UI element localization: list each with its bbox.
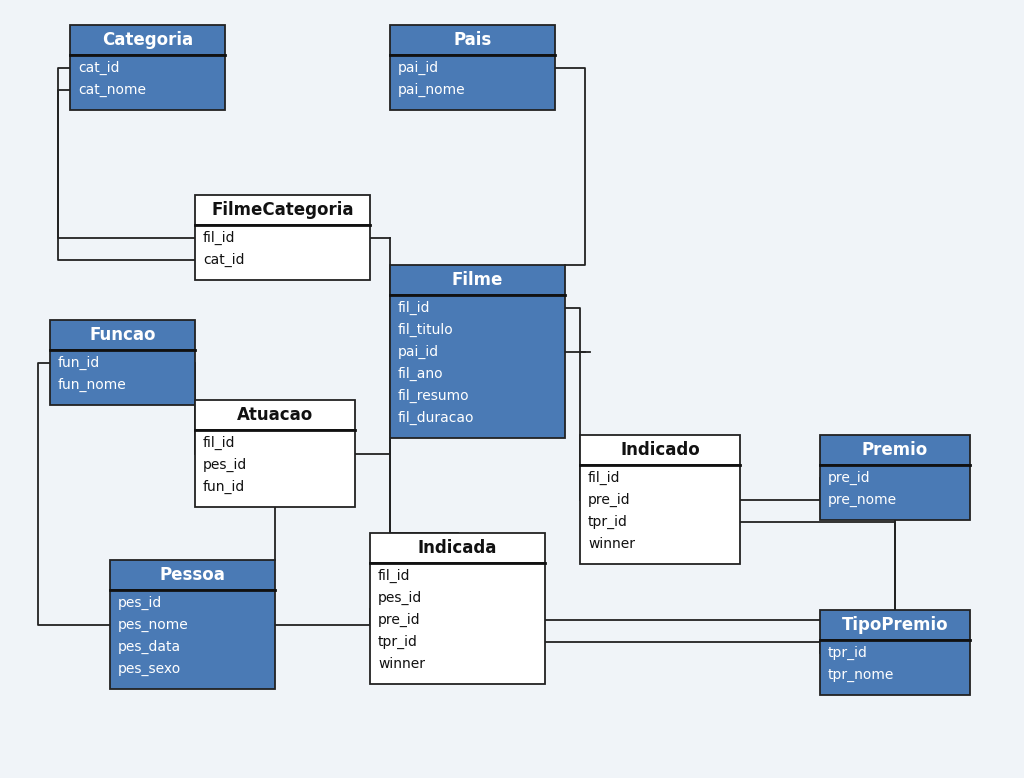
Text: pai_id: pai_id xyxy=(398,61,439,75)
Text: Filme: Filme xyxy=(452,271,503,289)
Text: fil_id: fil_id xyxy=(378,569,411,584)
FancyBboxPatch shape xyxy=(820,465,970,520)
Text: fil_id: fil_id xyxy=(588,471,621,485)
Text: fun_nome: fun_nome xyxy=(58,378,127,392)
FancyBboxPatch shape xyxy=(820,435,970,465)
FancyBboxPatch shape xyxy=(820,640,970,695)
Text: fil_titulo: fil_titulo xyxy=(398,323,454,338)
FancyBboxPatch shape xyxy=(390,55,555,110)
Text: cat_nome: cat_nome xyxy=(78,83,146,97)
FancyBboxPatch shape xyxy=(370,563,545,684)
Text: pes_nome: pes_nome xyxy=(118,619,188,633)
FancyBboxPatch shape xyxy=(580,465,740,564)
Text: pai_id: pai_id xyxy=(398,345,439,359)
Text: Premio: Premio xyxy=(862,441,928,459)
FancyBboxPatch shape xyxy=(370,533,545,563)
Text: Indicado: Indicado xyxy=(621,441,699,459)
FancyBboxPatch shape xyxy=(110,560,275,590)
FancyBboxPatch shape xyxy=(390,265,565,295)
Text: cat_id: cat_id xyxy=(78,61,120,75)
Text: pai_nome: pai_nome xyxy=(398,83,466,97)
Text: FilmeCategoria: FilmeCategoria xyxy=(211,201,353,219)
Text: fil_resumo: fil_resumo xyxy=(398,389,470,403)
Text: fil_ano: fil_ano xyxy=(398,367,443,381)
FancyBboxPatch shape xyxy=(110,590,275,689)
FancyBboxPatch shape xyxy=(70,25,225,55)
Text: fil_id: fil_id xyxy=(203,231,236,245)
FancyBboxPatch shape xyxy=(50,350,195,405)
Text: fun_id: fun_id xyxy=(58,356,100,370)
Text: Pais: Pais xyxy=(454,31,492,49)
Text: Atuacao: Atuacao xyxy=(237,406,313,424)
FancyBboxPatch shape xyxy=(195,195,370,225)
Text: fil_id: fil_id xyxy=(203,436,236,450)
FancyBboxPatch shape xyxy=(390,25,555,55)
Text: pes_id: pes_id xyxy=(378,591,422,605)
Text: fil_duracao: fil_duracao xyxy=(398,411,474,426)
Text: pre_id: pre_id xyxy=(378,613,421,627)
Text: Funcao: Funcao xyxy=(89,326,156,344)
Text: pes_id: pes_id xyxy=(203,458,247,472)
FancyBboxPatch shape xyxy=(195,225,370,280)
Text: pes_id: pes_id xyxy=(118,596,162,610)
FancyBboxPatch shape xyxy=(50,320,195,350)
FancyBboxPatch shape xyxy=(580,435,740,465)
Text: pre_id: pre_id xyxy=(588,493,631,507)
FancyBboxPatch shape xyxy=(390,295,565,438)
Text: Pessoa: Pessoa xyxy=(160,566,225,584)
Text: cat_id: cat_id xyxy=(203,253,245,268)
Text: pes_data: pes_data xyxy=(118,640,181,654)
FancyBboxPatch shape xyxy=(195,430,355,507)
Text: tpr_id: tpr_id xyxy=(828,647,868,661)
Text: tpr_id: tpr_id xyxy=(378,635,418,650)
Text: pes_sexo: pes_sexo xyxy=(118,662,181,676)
Text: winner: winner xyxy=(588,537,635,551)
Text: tpr_id: tpr_id xyxy=(588,515,628,529)
Text: Categoria: Categoria xyxy=(102,31,194,49)
FancyBboxPatch shape xyxy=(195,400,355,430)
Text: Indicada: Indicada xyxy=(418,539,498,557)
FancyBboxPatch shape xyxy=(70,55,225,110)
Text: winner: winner xyxy=(378,657,425,671)
Text: tpr_nome: tpr_nome xyxy=(828,668,894,682)
Text: fil_id: fil_id xyxy=(398,301,430,315)
Text: TipoPremio: TipoPremio xyxy=(842,616,948,634)
Text: pre_id: pre_id xyxy=(828,471,870,485)
Text: fun_id: fun_id xyxy=(203,480,246,494)
FancyBboxPatch shape xyxy=(820,610,970,640)
Text: pre_nome: pre_nome xyxy=(828,493,897,507)
